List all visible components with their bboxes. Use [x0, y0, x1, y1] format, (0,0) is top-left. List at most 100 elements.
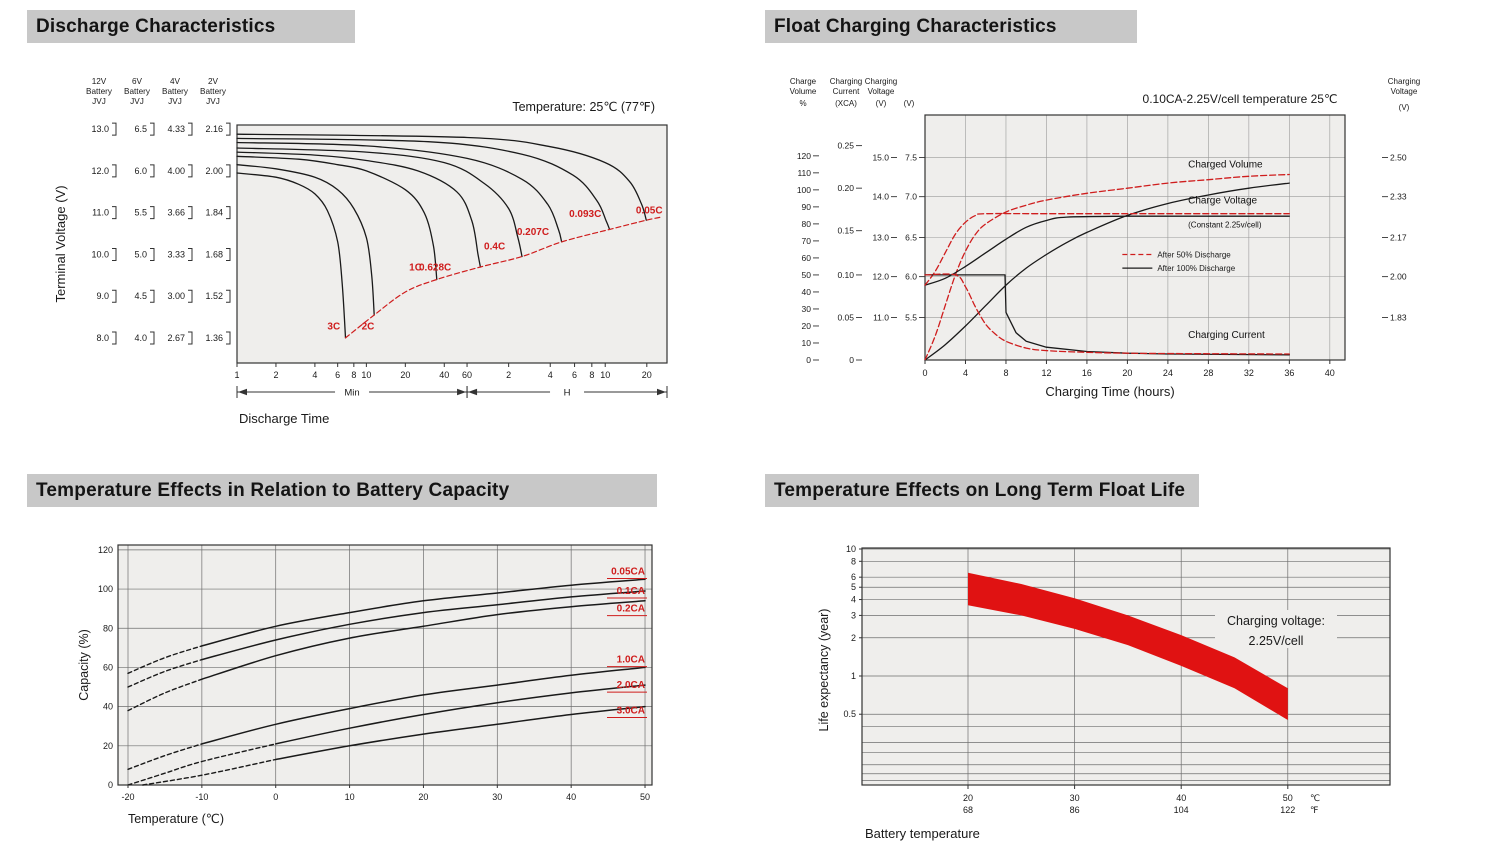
svg-text:Temperature (℃): Temperature (℃): [128, 812, 224, 826]
svg-text:13.0: 13.0: [91, 124, 109, 134]
svg-text:0.093C: 0.093C: [569, 209, 601, 220]
svg-text:9.0: 9.0: [96, 291, 109, 301]
svg-text:(Constant 2.25v/cell): (Constant 2.25v/cell): [1188, 220, 1262, 229]
section-title-float-charging: Float Charging Characteristics: [765, 10, 1137, 43]
svg-text:40: 40: [103, 702, 113, 712]
svg-text:Charged Volume: Charged Volume: [1188, 160, 1263, 171]
svg-text:2: 2: [273, 370, 278, 380]
svg-text:120: 120: [98, 545, 113, 555]
svg-text:13.0: 13.0: [872, 233, 889, 243]
svg-text:Voltage: Voltage: [1391, 87, 1418, 96]
svg-text:4V: 4V: [170, 77, 181, 86]
svg-text:3: 3: [851, 610, 856, 620]
svg-text:2.25V/cell: 2.25V/cell: [1249, 634, 1304, 648]
svg-text:10.0: 10.0: [91, 249, 109, 259]
svg-text:30: 30: [1070, 793, 1080, 803]
svg-text:14.0: 14.0: [872, 192, 889, 202]
svg-text:Current: Current: [833, 87, 860, 96]
svg-text:6: 6: [335, 370, 340, 380]
svg-text:Temperature: 25℃ (77℉): Temperature: 25℃ (77℉): [512, 100, 655, 114]
svg-text:8: 8: [851, 556, 856, 566]
svg-text:0.2CA: 0.2CA: [617, 604, 645, 615]
svg-text:60: 60: [802, 253, 812, 263]
svg-text:6.5: 6.5: [134, 124, 147, 134]
svg-text:2: 2: [506, 370, 511, 380]
panel-float-life: Temperature Effects on Long Term Float L…: [765, 464, 1477, 866]
svg-text:-10: -10: [195, 792, 208, 802]
svg-text:0.10CA-2.25V/cell temperature: 0.10CA-2.25V/cell temperature 25℃: [1143, 92, 1338, 106]
svg-text:0.1CA: 0.1CA: [617, 586, 645, 597]
svg-text:8: 8: [1003, 368, 1008, 378]
svg-text:JVJ: JVJ: [92, 97, 106, 106]
svg-text:0.20: 0.20: [837, 183, 854, 193]
svg-text:10: 10: [802, 338, 812, 348]
svg-text:℃: ℃: [1310, 793, 1320, 803]
svg-text:24: 24: [1163, 368, 1173, 378]
svg-text:0.628C: 0.628C: [419, 262, 451, 273]
svg-text:(V): (V): [876, 99, 887, 108]
svg-text:1.36: 1.36: [205, 333, 223, 343]
svg-text:Battery: Battery: [86, 87, 113, 96]
svg-text:40: 40: [439, 370, 449, 380]
svg-text:40: 40: [1325, 368, 1335, 378]
svg-text:2.00: 2.00: [205, 166, 223, 176]
svg-text:10: 10: [361, 370, 371, 380]
svg-text:4.33: 4.33: [167, 124, 185, 134]
svg-text:0: 0: [806, 355, 811, 365]
svg-text:1.84: 1.84: [205, 208, 223, 218]
svg-text:16: 16: [1082, 368, 1092, 378]
svg-text:JVJ: JVJ: [206, 97, 220, 106]
svg-text:6.0: 6.0: [134, 166, 147, 176]
svg-text:15.0: 15.0: [872, 153, 889, 163]
svg-text:Battery temperature: Battery temperature: [865, 826, 980, 841]
svg-text:5: 5: [851, 582, 856, 592]
svg-text:3C: 3C: [327, 322, 340, 333]
svg-text:℉: ℉: [1310, 805, 1319, 815]
svg-text:0.05CA: 0.05CA: [611, 566, 645, 577]
svg-text:Life expectancy (year): Life expectancy (year): [817, 609, 831, 732]
svg-text:5.0: 5.0: [134, 249, 147, 259]
svg-text:10: 10: [345, 792, 355, 802]
svg-text:2.17: 2.17: [1390, 233, 1407, 243]
svg-text:30: 30: [802, 304, 812, 314]
svg-text:6: 6: [572, 370, 577, 380]
svg-text:0.10: 0.10: [837, 270, 854, 280]
panel-temperature-capacity: Temperature Effects in Relation to Batte…: [27, 464, 739, 866]
section-title-text: Temperature Effects on Long Term Float L…: [774, 480, 1186, 501]
svg-text:2: 2: [851, 633, 856, 643]
svg-text:12.0: 12.0: [91, 166, 109, 176]
svg-text:2C: 2C: [362, 322, 375, 333]
svg-text:2V: 2V: [208, 77, 219, 86]
svg-text:104: 104: [1174, 805, 1189, 815]
svg-text:0: 0: [108, 780, 113, 790]
svg-text:12V: 12V: [92, 77, 107, 86]
svg-text:(V): (V): [1399, 103, 1410, 112]
svg-text:122: 122: [1280, 805, 1295, 815]
svg-text:0: 0: [273, 792, 278, 802]
svg-text:H: H: [564, 388, 571, 399]
section-title-discharge: Discharge Characteristics: [27, 10, 355, 43]
svg-text:2.67: 2.67: [167, 333, 185, 343]
svg-text:80: 80: [802, 219, 812, 229]
svg-text:JVJ: JVJ: [168, 97, 182, 106]
panel-float-charging: Float Charging Characteristics Charged V…: [765, 10, 1477, 465]
svg-text:40: 40: [802, 287, 812, 297]
svg-text:0.207C: 0.207C: [517, 227, 549, 238]
svg-text:Terminal Voltage (V): Terminal Voltage (V): [53, 185, 68, 302]
svg-text:3.0CA: 3.0CA: [617, 706, 645, 717]
svg-text:5.5: 5.5: [134, 208, 147, 218]
svg-text:Capacity (%): Capacity (%): [77, 629, 91, 701]
svg-text:4: 4: [548, 370, 553, 380]
svg-text:20: 20: [400, 370, 410, 380]
svg-text:12: 12: [1041, 368, 1051, 378]
svg-text:80: 80: [103, 623, 113, 633]
svg-text:Discharge Time: Discharge Time: [239, 411, 329, 426]
svg-text:110: 110: [797, 168, 811, 178]
svg-text:50: 50: [802, 270, 812, 280]
svg-text:After 100% Discharge: After 100% Discharge: [1157, 264, 1235, 273]
svg-text:40: 40: [566, 792, 576, 802]
svg-text:0.4C: 0.4C: [484, 241, 505, 252]
svg-text:Charging: Charging: [865, 77, 897, 86]
svg-text:20: 20: [418, 792, 428, 802]
